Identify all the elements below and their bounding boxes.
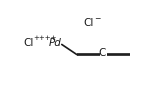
Text: Cl: Cl bbox=[23, 38, 34, 48]
Text: −: − bbox=[94, 14, 100, 23]
Text: Pd: Pd bbox=[49, 38, 62, 48]
Text: C: C bbox=[98, 48, 106, 58]
Text: ++++: ++++ bbox=[33, 35, 57, 41]
Text: Cl: Cl bbox=[84, 18, 94, 28]
